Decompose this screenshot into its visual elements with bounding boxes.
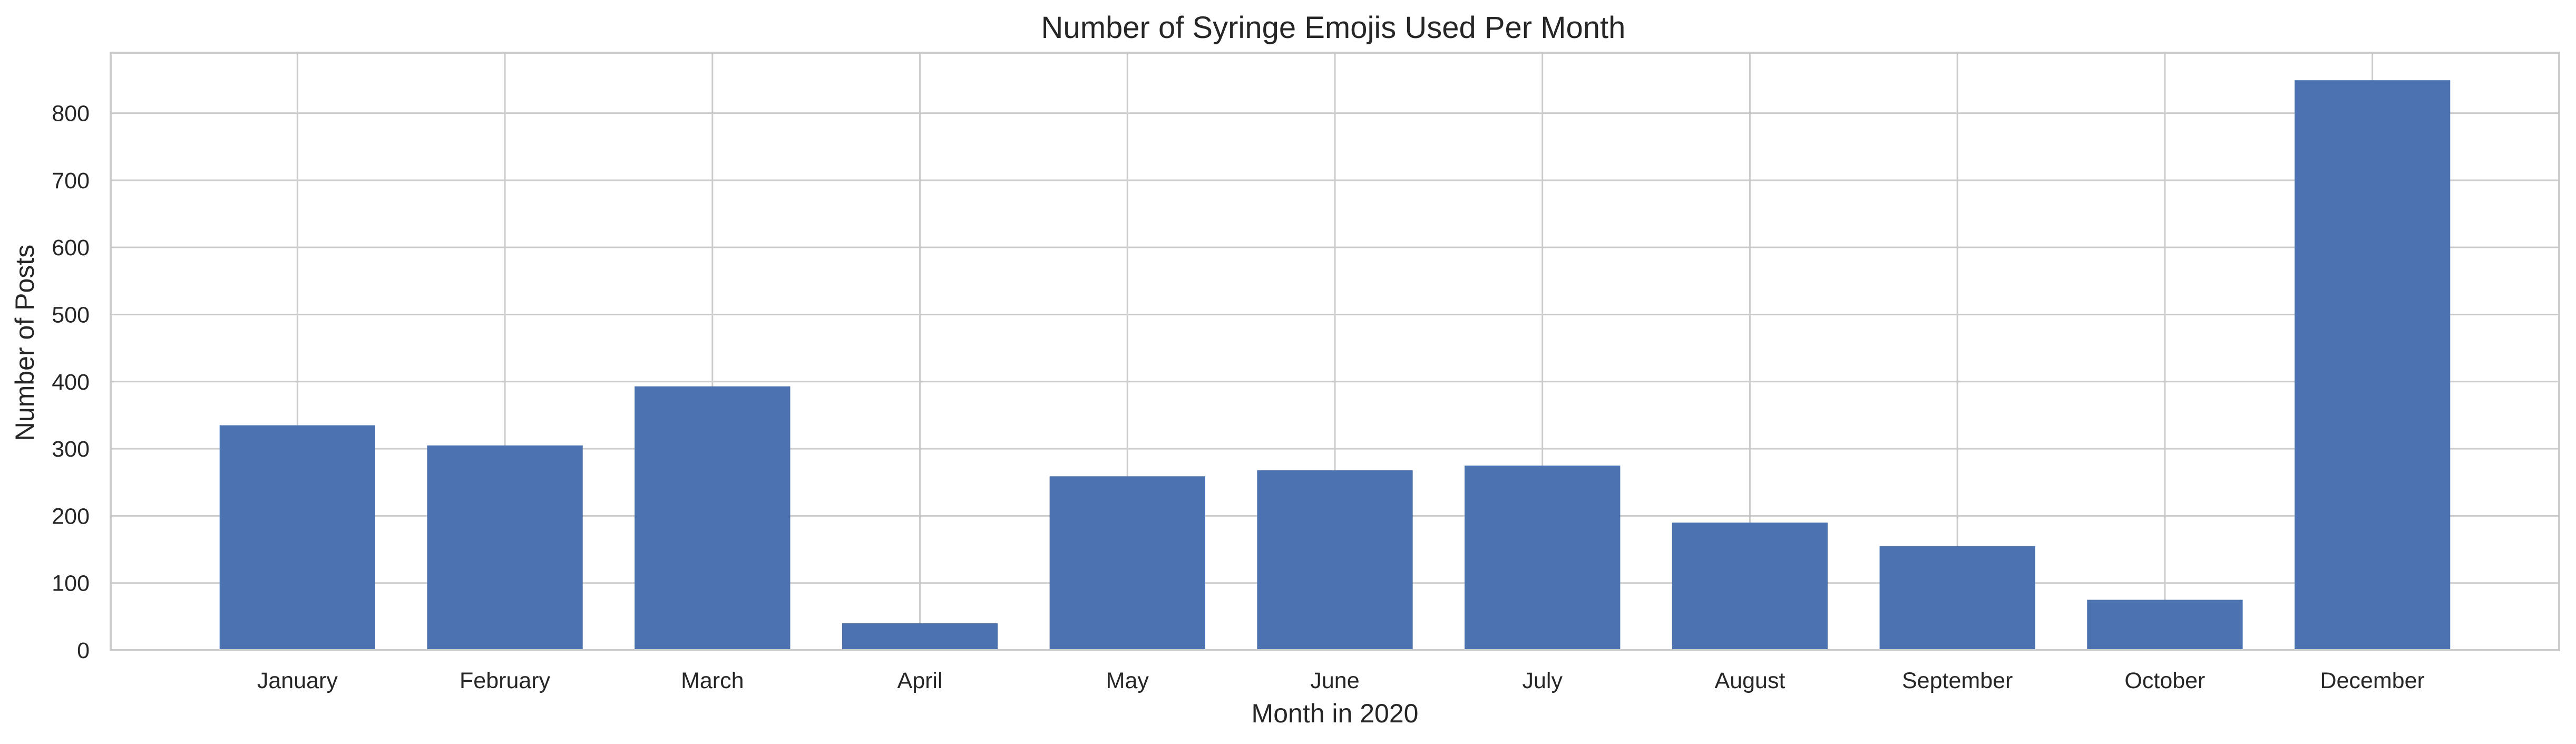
chart-title: Number of Syringe Emojis Used Per Month <box>1041 11 1626 45</box>
y-tick-label: 200 <box>52 504 90 529</box>
bar-july <box>1465 465 1621 650</box>
x-tick-label: August <box>1715 668 1785 693</box>
x-tick-label: December <box>2320 668 2424 693</box>
bar-august <box>1672 523 1828 650</box>
x-tick-label: October <box>2124 668 2205 693</box>
plot-frame <box>110 52 2560 651</box>
bar-june <box>1257 470 1413 650</box>
x-tick-label: May <box>1106 668 1149 693</box>
y-tick-label: 100 <box>52 571 90 596</box>
y-tick-labels: 0 100 200 300 400 500 600 700 800 <box>52 101 90 663</box>
bar-march <box>635 386 791 650</box>
x-tick-label: June <box>1310 668 1359 693</box>
x-axis-label: Month in 2020 <box>1252 699 1419 728</box>
x-tick-label: January <box>257 668 338 693</box>
x-tick-label: February <box>460 668 551 693</box>
y-tick-label: 500 <box>52 302 90 327</box>
bar-february <box>427 445 583 650</box>
y-tick-label: 400 <box>52 370 90 395</box>
y-tick-label: 300 <box>52 437 90 462</box>
bar-december <box>2294 80 2451 651</box>
x-tick-label: April <box>897 668 943 693</box>
x-tick-labels: January February March April May June July Augu… <box>257 668 2425 693</box>
y-tick-label: 0 <box>77 638 90 663</box>
y-tick-label: 600 <box>52 235 90 260</box>
y-tick-label: 800 <box>52 101 90 127</box>
bar-january <box>219 425 376 650</box>
x-tick-label: July <box>1522 668 1563 693</box>
x-tick-label: September <box>1902 668 2013 693</box>
y-axis-label: Number of Posts <box>10 245 40 441</box>
x-tick-label: March <box>681 668 744 693</box>
bar-layer <box>219 80 2451 651</box>
bar-may <box>1049 476 1205 650</box>
y-tick-label: 700 <box>52 168 90 194</box>
bar-april <box>842 623 998 650</box>
bar-october <box>2087 600 2243 650</box>
bar-september <box>1879 546 2035 650</box>
